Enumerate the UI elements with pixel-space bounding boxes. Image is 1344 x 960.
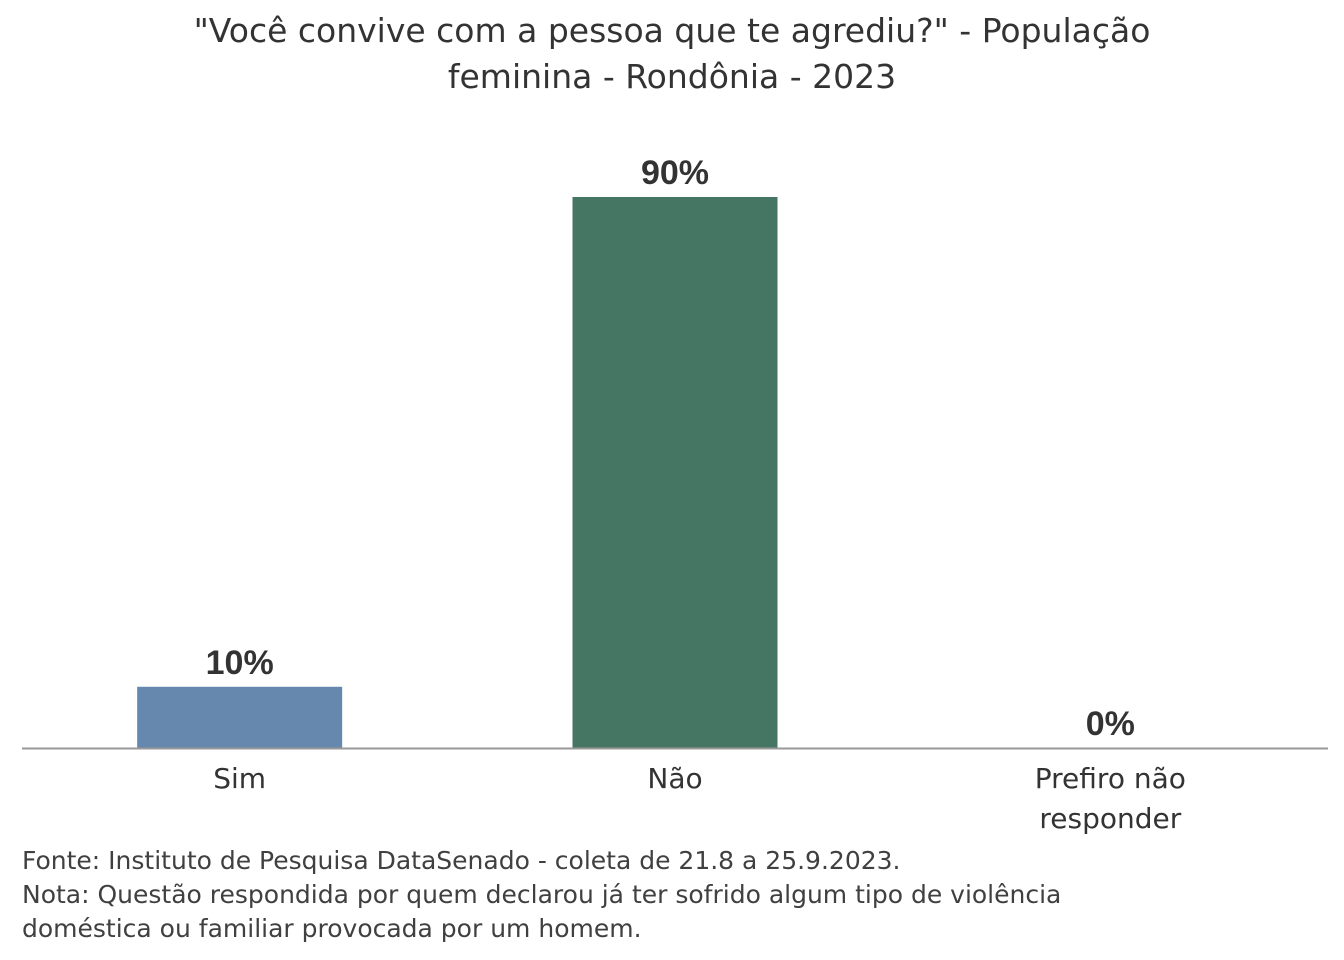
category-label-1: Não <box>647 762 702 795</box>
chart-footer: Fonte: Instituto de Pesquisa DataSenado … <box>22 844 1322 946</box>
bar-0 <box>137 686 343 748</box>
chart-title-line-1: "Você convive com a pessoa que te agredi… <box>193 11 1151 50</box>
bar-chart: 10% Sim 90% Não 0% Prefiro não responder <box>22 154 1328 835</box>
data-label-1: 90% <box>641 154 709 192</box>
category-label-2-line-1: responder <box>1039 802 1181 835</box>
bar-1 <box>572 197 778 748</box>
data-label-2: 0% <box>1086 705 1135 743</box>
note-line-1: Nota: Questão respondida por quem declar… <box>22 880 1062 909</box>
chart-title: "Você convive com a pessoa que te agredi… <box>0 8 1344 100</box>
chart-title-line-2: feminina - Rondônia - 2023 <box>447 57 897 96</box>
category-label-0: Sim <box>213 762 266 795</box>
data-label-0: 10% <box>206 644 274 682</box>
source-note: Fonte: Instituto de Pesquisa DataSenado … <box>22 846 901 875</box>
note-line-2: doméstica ou familiar provocada por um h… <box>22 914 642 943</box>
category-label-2-line-0: Prefiro não <box>1035 762 1186 795</box>
